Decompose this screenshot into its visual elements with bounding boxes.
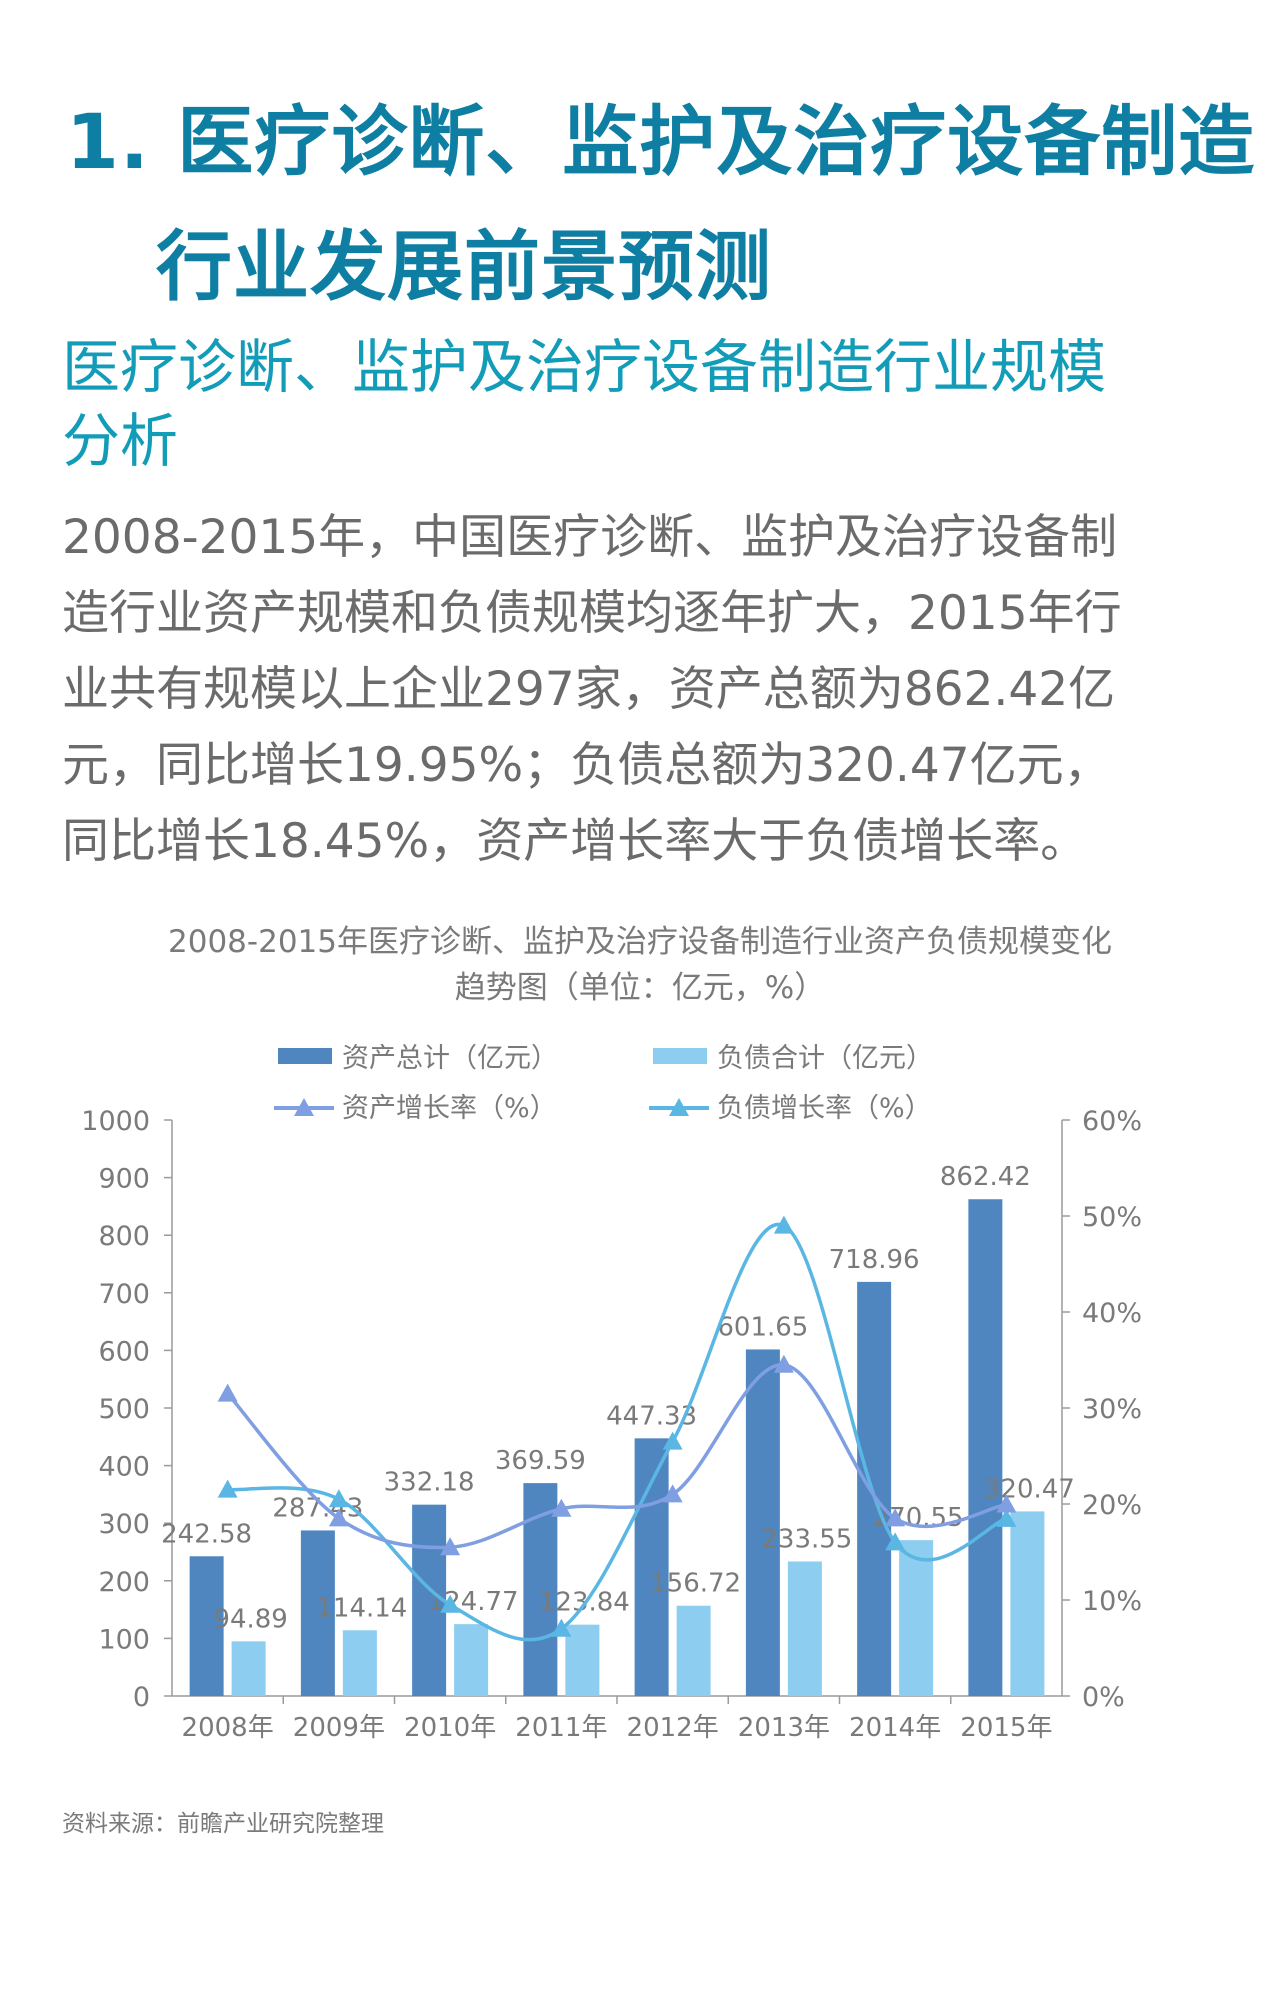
legend-liability-total-label: 负债合计（亿元） [717,1043,933,1074]
right-tick-label: 60% [1082,1106,1142,1137]
liability-value-label: 233.55 [761,1524,852,1554]
section-subtitle-line-2: 分析 [62,407,179,475]
asset-liability-chart: 0 100 200 300 400 500 600 700 800 900 1000 0% 10% 20%… [81,1043,1142,1740]
liability-growth-line [227,1222,1007,1642]
right-tick-label: 40% [1082,1298,1142,1329]
liability-bar [1010,1511,1045,1696]
left-tick-label: 0 [133,1682,150,1713]
asset-growth-point [328,1508,349,1527]
liability-bar [342,1630,377,1696]
liability-growth-point [551,1618,572,1637]
left-tick-label: 900 [98,1164,150,1195]
left-tick-label: 100 [98,1624,150,1655]
liability-growth-point [328,1489,349,1508]
left-tick-label: 700 [98,1279,150,1310]
liability-growth-point [996,1508,1017,1527]
liability-bar [787,1561,822,1696]
right-tick-label: 0% [1082,1682,1125,1713]
asset-bar [745,1349,780,1696]
summary-line: 同比增长18.45%，资产增长率大于负债增长率。 [62,814,1088,869]
summary-line: 元，同比增长19.95%；负债总额为320.47亿元， [62,738,1111,793]
liability-value-label: 320.47 [984,1474,1075,1504]
asset-bar [968,1199,1003,1696]
legend-liability-total-swatch [653,1048,707,1064]
x-tick-label: 2008年 [182,1713,274,1740]
asset-value-label: 601.65 [717,1312,808,1342]
asset-growth-point [885,1508,906,1527]
x-tick-label: 2015年 [960,1713,1052,1740]
left-tick-label: 300 [98,1509,150,1540]
left-tick-label: 600 [98,1336,150,1367]
asset-value-label: 369.59 [495,1446,586,1476]
x-tick-label: 2012年 [627,1713,719,1740]
asset-growth-point [551,1498,572,1517]
asset-bar [300,1530,335,1696]
right-tick-label: 30% [1082,1394,1142,1425]
page-title-line-1: 1. 医疗诊断、监护及治疗设备制造 [66,97,1256,186]
chart-title-line-2: 趋势图（单位：亿元，%） [454,970,826,1006]
asset-bar [634,1438,669,1696]
asset-value-label: 718.96 [829,1245,920,1275]
legend-liability-growth-marker [669,1098,689,1116]
legend-asset-total-label: 资产总计（亿元） [342,1043,558,1074]
liability-value-label: 94.89 [213,1604,287,1634]
liability-growth-point [440,1594,461,1613]
legend-asset-growth-marker [294,1098,314,1116]
asset-growth-point [217,1383,238,1402]
asset-value-label: 332.18 [384,1468,475,1498]
summary-line: 2008-2015年，中国医疗诊断、监护及治疗设备制 [62,510,1118,565]
liability-bar [231,1641,266,1696]
x-tick-label: 2011年 [515,1713,607,1740]
liability-growth-point [885,1532,906,1551]
asset-bar [189,1556,224,1696]
right-tick-label: 10% [1082,1586,1142,1617]
x-tick-label: 2009年 [293,1713,385,1740]
left-tick-label: 1000 [81,1106,150,1137]
liability-growth-point [773,1215,794,1234]
section-subtitle-line-1: 医疗诊断、监护及治疗设备制造行业规模 [62,333,1107,401]
asset-growth-point [996,1494,1017,1513]
asset-growth-point [662,1484,683,1503]
left-tick-label: 800 [98,1221,150,1252]
legend-liability-growth-label: 负债增长率（%） [717,1093,932,1124]
asset-growth-point [440,1537,461,1556]
summary-line: 业共有规模以上企业297家，资产总额为862.42亿 [62,662,1116,717]
summary-paragraph: 2008-2015年，中国医疗诊断、监护及治疗设备制 造行业资产规模和负债规模均… [62,500,1222,880]
chart-title-line-1: 2008-2015年医疗诊断、监护及治疗设备制造行业资产负债规模变化 [168,924,1112,960]
liability-value-label: 114.14 [316,1593,407,1623]
liability-growth-point [662,1431,683,1450]
asset-value-label: 287.43 [272,1493,363,1523]
asset-bar [857,1281,892,1696]
liability-value-label: 156.72 [650,1569,741,1599]
liability-growth-point [217,1479,238,1498]
asset-value-label: 862.42 [940,1162,1031,1192]
x-tick-label: 2014年 [849,1713,941,1740]
legend-asset-growth-label: 资产增长率（%） [342,1093,557,1124]
left-tick-label: 200 [98,1567,150,1598]
liability-bar [676,1605,711,1696]
right-tick-label: 50% [1082,1202,1142,1233]
page-title-line-2: 行业发展前景预测 [156,222,772,311]
x-tick-label: 2010年 [404,1713,496,1740]
liability-bar [454,1624,489,1696]
left-tick-label: 500 [98,1394,150,1425]
data-source-note: 资料来源：前瞻产业研究院整理 [62,1811,384,1837]
x-tick-label: 2013年 [738,1713,830,1740]
asset-growth-point [773,1354,794,1373]
left-tick-label: 400 [98,1452,150,1483]
right-tick-label: 20% [1082,1490,1142,1521]
legend-asset-total-swatch [278,1048,332,1064]
asset-value-label: 242.58 [161,1519,252,1549]
summary-line: 造行业资产规模和负债规模均逐年扩大，2015年行 [62,586,1122,641]
liability-bar [899,1540,934,1696]
